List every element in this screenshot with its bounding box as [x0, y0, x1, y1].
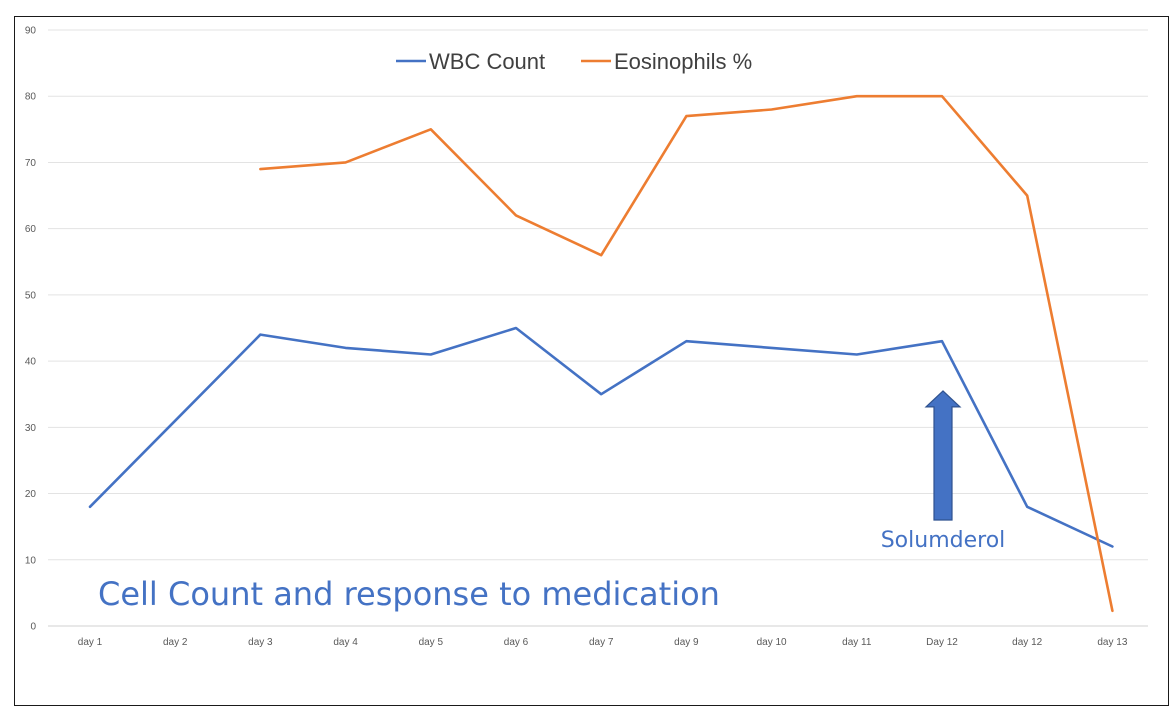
x-tick-label: day 7 [589, 637, 614, 648]
legend: WBC Count Eosinophils % [396, 49, 752, 74]
y-tick-label: 50 [25, 290, 37, 301]
y-tick-label: 20 [25, 489, 37, 500]
x-tick-label: day 13 [1097, 637, 1127, 648]
x-tick-label: day 5 [419, 637, 444, 648]
gridlines [48, 29, 1148, 627]
chart-title: Cell Count and response to medication [98, 575, 720, 613]
x-tick-label: day 4 [333, 637, 358, 648]
y-axis-ticks: 0 10 20 30 40 50 60 70 80 90 [25, 26, 37, 633]
x-tick-label: Day 12 [926, 637, 958, 648]
series-line-wbc-count [88, 326, 1114, 548]
series-lines [88, 94, 1114, 613]
x-tick-label: day 1 [78, 637, 103, 648]
x-tick-label: day 3 [248, 637, 273, 648]
legend-label: WBC Count [429, 49, 545, 74]
x-tick-label: day 9 [674, 637, 699, 648]
x-tick-label: day 12 [1012, 637, 1042, 648]
annotation-label: Solumderol [881, 528, 1006, 553]
legend-label: Eosinophils % [614, 49, 752, 74]
y-tick-label: 80 [25, 92, 37, 103]
y-tick-label: 0 [30, 622, 36, 633]
x-tick-label: day 6 [504, 637, 529, 648]
y-tick-label: 70 [25, 158, 37, 169]
x-tick-label: day 2 [163, 637, 188, 648]
x-axis-ticks: day 1 day 2 day 3 day 4 day 5 day 6 day 7 day 9… [78, 637, 1128, 648]
y-tick-label: 30 [25, 423, 37, 434]
annotations: Solumderol [881, 390, 1006, 553]
y-tick-label: 90 [25, 26, 37, 37]
y-tick-label: 40 [25, 357, 37, 368]
annotation-arrow [924, 390, 962, 521]
series-line-eosinophils [259, 94, 1114, 613]
y-tick-label: 10 [25, 555, 37, 566]
x-tick-label: day 11 [842, 637, 872, 648]
x-tick-label: day 10 [757, 637, 787, 648]
y-tick-label: 60 [25, 224, 37, 235]
